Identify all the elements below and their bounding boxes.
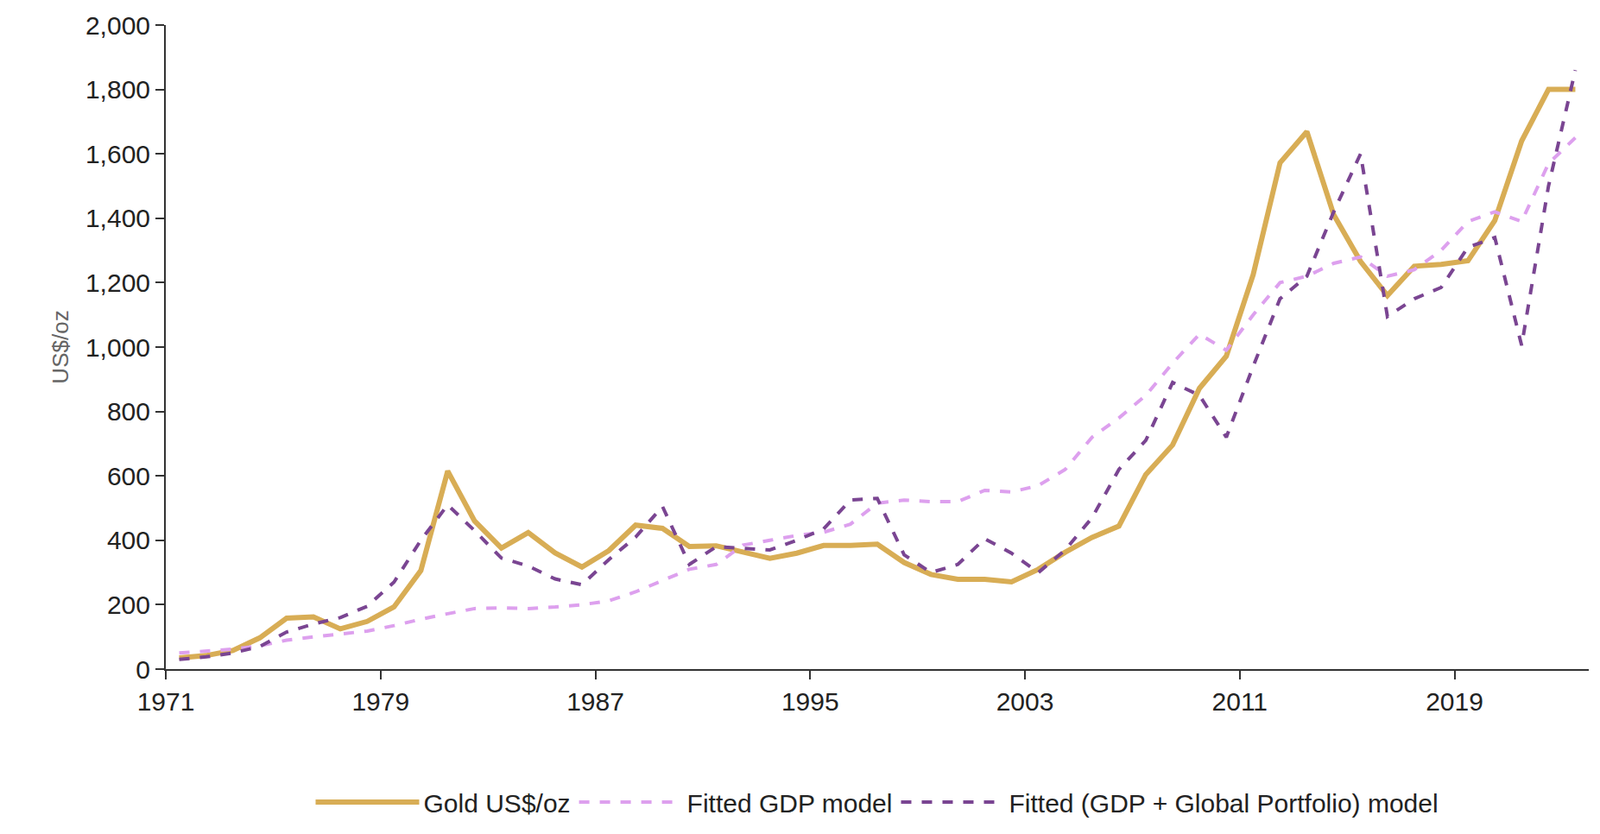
svg-text:600: 600: [107, 461, 151, 491]
svg-text:Fitted GDP model: Fitted GDP model: [687, 789, 893, 818]
svg-text:1,000: 1,000: [85, 333, 151, 362]
svg-text:0: 0: [135, 655, 151, 684]
svg-text:Fitted (GDP + Global Portfolio: Fitted (GDP + Global Portfolio) model: [1008, 789, 1438, 818]
svg-text:1995: 1995: [781, 687, 840, 716]
svg-text:2011: 2011: [1212, 687, 1269, 716]
svg-text:1,400: 1,400: [85, 203, 151, 233]
svg-text:200: 200: [107, 590, 151, 620]
svg-text:400: 400: [107, 525, 151, 555]
svg-text:1979: 1979: [351, 687, 410, 716]
svg-text:1,800: 1,800: [85, 75, 151, 104]
svg-text:1971: 1971: [137, 687, 196, 716]
svg-text:2003: 2003: [996, 687, 1055, 716]
svg-text:1,200: 1,200: [85, 268, 151, 298]
svg-text:1,600: 1,600: [85, 139, 151, 169]
svg-text:800: 800: [107, 397, 151, 426]
svg-text:Gold US$/oz: Gold US$/oz: [423, 789, 571, 818]
svg-text:US$/oz: US$/oz: [47, 309, 74, 384]
svg-text:2019: 2019: [1425, 687, 1484, 716]
svg-text:2,000: 2,000: [85, 11, 151, 40]
svg-text:1987: 1987: [566, 687, 625, 716]
